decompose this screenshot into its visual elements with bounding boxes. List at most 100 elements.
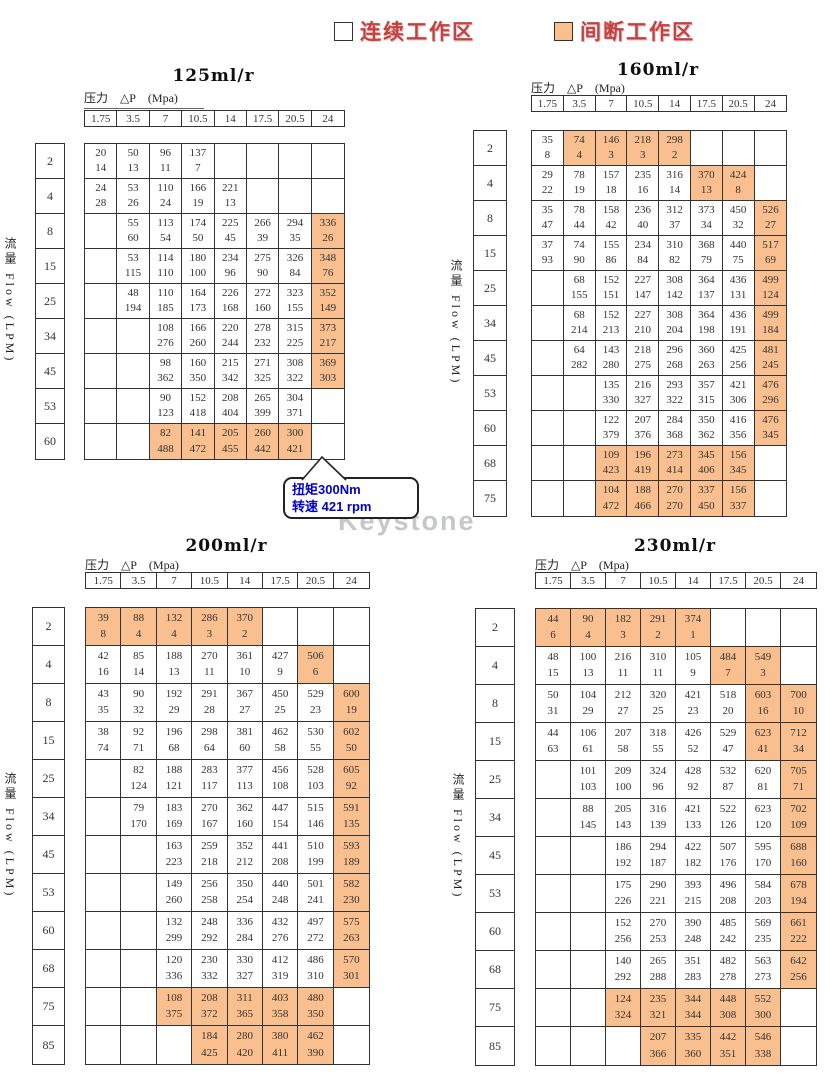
flow-value: 15 [36,249,64,284]
flow-values: 2 4 8 15 25 34 45 53 60 [35,143,65,460]
data-cell: 484 7 [711,647,746,685]
flow-value: 25 [36,284,64,319]
data-cell: 259 218 [192,836,228,874]
data-cell: 320 25 [641,685,676,723]
data-cell: 499 184 [754,306,787,341]
data-cell: 357 315 [690,376,723,411]
data-cell [606,1027,641,1065]
data-cell: 152 256 [606,913,641,951]
delta-p-label: △P [120,91,136,105]
data-cell: 180 100 [182,249,215,284]
data-cell [536,913,571,951]
data-cell: 312 37 [659,201,691,236]
data-cell: 522 126 [711,799,746,837]
continuous-zone-swatch [334,22,353,41]
data-cell [121,950,157,988]
data-cell: 336 284 [227,912,263,950]
data-cell: 700 10 [781,685,816,723]
data-cell [121,836,157,874]
data-cell: 101 103 [571,761,606,799]
data-cell [532,271,564,306]
data-grid: 39 8 88 4 132 4 286 3 370 2 42 16 85 14 188 13 270 11 361 1… [85,607,371,1065]
data-cell: 370 13 [690,166,723,201]
flow-value: 2 [36,144,64,179]
data-cell: 421 133 [676,799,711,837]
data-cell [563,446,596,481]
data-cell: 182 3 [606,609,641,647]
data-cell [532,306,564,341]
data-cell: 53 26 [117,179,150,214]
data-cell: 323 155 [279,284,312,319]
table-title: 200ml/r [185,536,268,556]
data-grid: 44 6 90 4 182 3 291 2 374 1 48 15 100 13 216 11 310 11 105… [535,608,817,1066]
data-cell: 143 280 [595,341,628,376]
data-cell: 188 13 [156,646,193,684]
data-cell: 48 194 [117,284,150,319]
pressure-col-header: 3.5 [117,111,150,126]
pressure-label: 压力 [535,558,560,572]
data-cell: 104 29 [571,685,606,723]
pressure-col-header: 1.75 [86,573,122,588]
data-cell: 110 24 [149,179,183,214]
data-cell [86,988,122,1026]
data-cell: 661 222 [781,913,816,951]
data-cell: 324 96 [641,761,676,799]
data-cell: 476 345 [754,411,787,446]
data-cell: 501 241 [298,874,334,912]
data-cell [563,411,596,446]
data-cell [311,144,345,179]
pressure-col-header: 20.5 [298,573,334,588]
data-cell: 266 39 [246,214,280,249]
data-cell: 152 151 [595,271,628,306]
data-cell: 481 245 [754,341,787,376]
data-cell [571,989,606,1027]
data-cell: 348 76 [311,249,345,284]
data-cell [711,609,746,647]
data-cell: 146 3 [595,131,628,166]
data-cell: 248 292 [192,912,228,950]
table-title: 230ml/r [633,536,717,556]
data-cell: 373 217 [311,319,345,354]
data-cell: 235 16 [627,166,660,201]
data-cell: 425 256 [722,341,755,376]
pressure-columns: 1.75 3.5 7 10.5 14 17.5 20.5 24 [535,572,817,589]
data-cell [117,354,150,389]
flow-value: 15 [33,722,64,760]
data-cell [333,608,370,646]
data-cell [85,354,118,389]
data-cell: 265 399 [246,389,280,424]
data-cell: 132 4 [156,608,193,646]
data-cell: 85 14 [121,646,157,684]
data-cell [536,875,571,913]
data-cell: 528 103 [298,760,334,798]
flow-value: 45 [474,341,506,376]
pressure-col-header: 10.5 [641,573,676,588]
data-cell [121,1026,157,1064]
pressure-columns: 1.75 3.5 7 10.5 14 17.5 20.5 24 [85,572,371,589]
data-cell: 78 44 [563,201,596,236]
data-cell: 563 273 [746,951,781,989]
data-grid: 35 8 74 4 146 3 218 3 298 2 29 22 78 19 157 18 235 16 316 1… [531,130,788,517]
data-cell [333,988,370,1026]
data-cell: 447 154 [262,798,299,836]
flow-axis-label: 流量 Flow (LPM) [3,237,17,364]
pressure-col-header: 10.5 [182,111,215,126]
pressure-col-header: 1.75 [85,111,118,126]
data-cell: 702 109 [781,799,816,837]
data-cell [279,179,312,214]
data-cell: 335 360 [676,1027,711,1065]
data-cell: 152 418 [182,389,215,424]
data-cell [532,341,564,376]
data-cell: 137 7 [182,144,215,179]
data-cell: 485 242 [711,913,746,951]
delta-p-label: △P [571,558,587,572]
data-cell: 326 84 [279,249,312,284]
data-cell: 108 375 [156,988,193,1026]
data-cell: 361 10 [227,646,263,684]
data-cell: 220 244 [214,319,247,354]
data-cell: 205 143 [606,799,641,837]
data-cell [85,319,118,354]
data-cell: 422 182 [676,837,711,875]
data-cell: 196 419 [627,446,660,481]
data-cell: 218 275 [627,341,660,376]
